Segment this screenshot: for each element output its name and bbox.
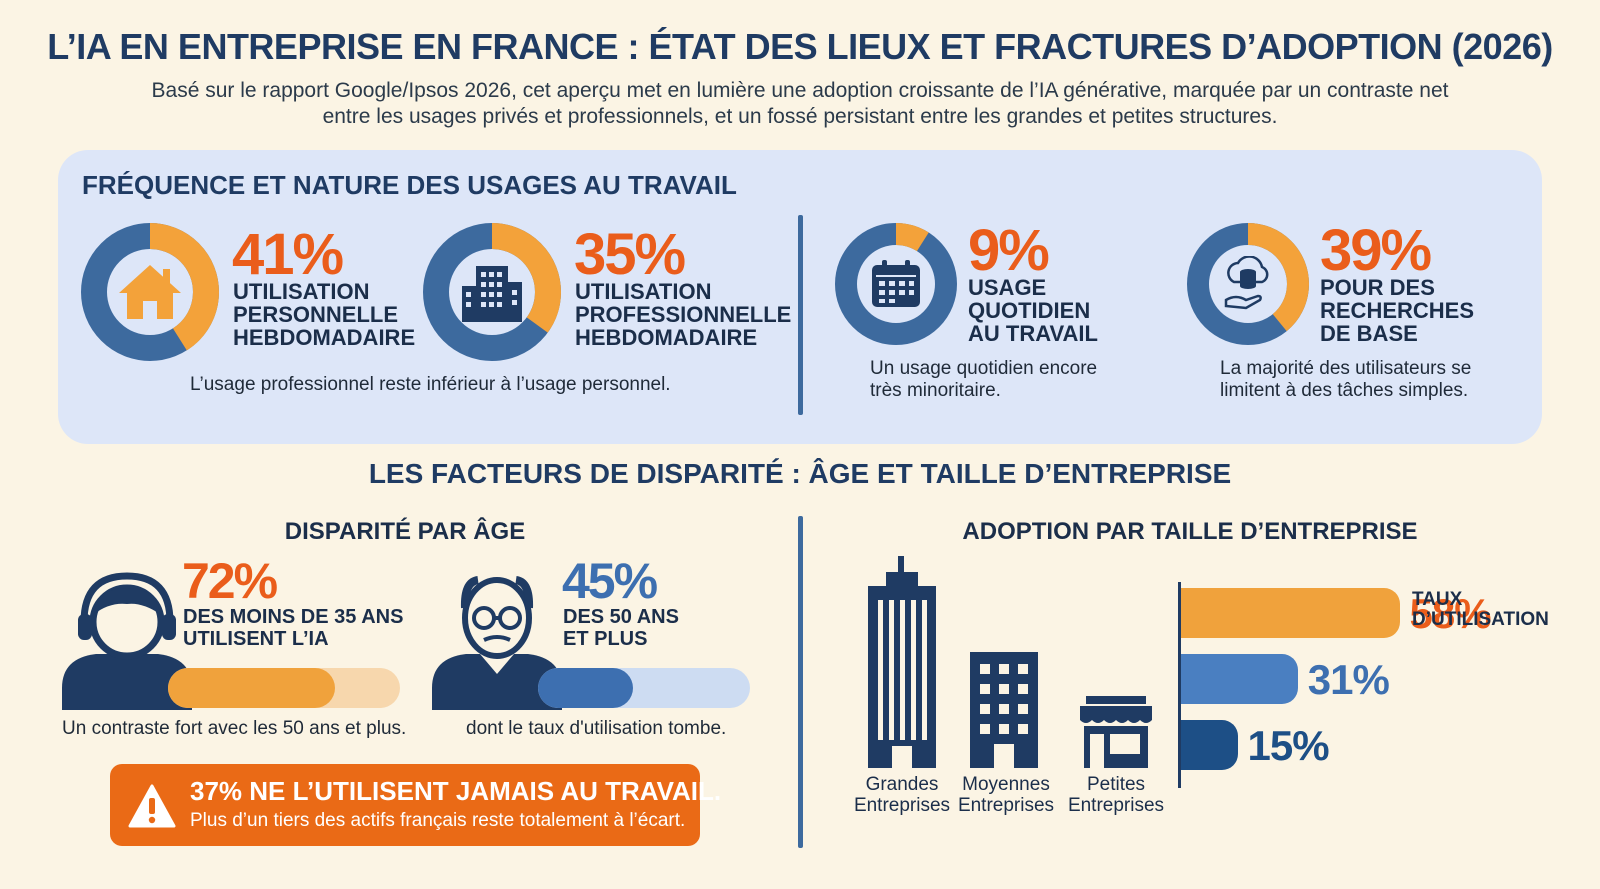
- cloud-database-icon: [1186, 222, 1310, 346]
- age-old-note: dont le taux d'utilisation tombe.: [466, 718, 727, 739]
- stat-personal-label-line: PERSONNELLE: [233, 302, 399, 327]
- stat-search-pct: 39%: [1320, 218, 1432, 283]
- warning-icon: [128, 784, 176, 833]
- age-young-label: DES MOINS DE 35 ANS UTILISENT L’IA: [183, 606, 403, 650]
- stat-professional-label: UTILISATION PROFESSIONNELLE HEBDOMADAIRE: [575, 280, 791, 349]
- note-daily-line: très minoritaire.: [870, 380, 1001, 401]
- never-use-alert: [110, 764, 700, 846]
- stat-personal-label-line: HEBDOMADAIRE: [233, 325, 416, 350]
- usage-divider: [798, 215, 803, 415]
- building-label-large: Grandes Entreprises: [846, 774, 958, 816]
- age-disparity-title: DISPARITÉ PAR ÂGE: [284, 518, 526, 545]
- company-bar-medium: [1181, 654, 1298, 704]
- note-search-line: limitent à des tâches simples.: [1220, 380, 1469, 401]
- donut-professional: [422, 222, 562, 362]
- usage-section-title: FRÉQUENCE ET NATURE DES USAGES AU TRAVAI…: [82, 170, 737, 200]
- note-search: La majorité des utilisateurs se limitent…: [1220, 358, 1471, 402]
- mid-building-icon: [966, 652, 1042, 775]
- company-unit-label: TAUX D’UTILISATION: [1412, 590, 1549, 630]
- company-unit-label-line: TAUX: [1412, 589, 1463, 610]
- older-person-glasses-icon: [432, 562, 562, 715]
- age-young-bar-fill: [168, 668, 336, 708]
- stat-daily-label-line: USAGE: [968, 275, 1047, 300]
- disparity-section-title: LES FACTEURS DE DISPARITÉ : ÂGE ET TAILL…: [368, 458, 1232, 489]
- age-old-pct: 45%: [562, 553, 658, 609]
- building-label-small: Petites Entreprises: [1060, 774, 1172, 816]
- page-subtitle: Basé sur le rapport Google/Ipsos 2026, c…: [100, 78, 1500, 130]
- skyscraper-icon: [864, 556, 940, 775]
- shop-icon: [1078, 696, 1154, 775]
- donut-search: [1186, 222, 1310, 346]
- home-icon: [80, 222, 220, 362]
- page-title: L’IA EN ENTREPRISE EN FRANCE : ÉTAT DES …: [47, 26, 1553, 67]
- building-label-line: Petites: [1086, 774, 1146, 795]
- building-label-line: Entreprises: [1067, 795, 1165, 816]
- building-label-line: Entreprises: [853, 795, 951, 816]
- company-bar-small-pct: 15%: [1247, 722, 1330, 769]
- subtitle-line-1: Basé sur le rapport Google/Ipsos 2026, c…: [151, 79, 1449, 102]
- stat-professional-label-line: PROFESSIONNELLE: [575, 302, 792, 327]
- company-unit-label-line: D’UTILISATION: [1412, 609, 1549, 630]
- stat-search-label-line: POUR DES: [1320, 275, 1435, 300]
- company-bar-large: [1181, 588, 1400, 638]
- subtitle-line-2: entre les usages privés et professionnel…: [322, 105, 1278, 128]
- age-young-pct: 72%: [182, 553, 278, 609]
- note-usage-compare: L’usage professionnel reste inférieur à …: [190, 374, 671, 395]
- disparity-divider: [798, 516, 803, 848]
- calendar-icon: [834, 222, 958, 346]
- age-young-label-line: UTILISENT L’IA: [183, 628, 329, 650]
- stat-personal-label-line: UTILISATION: [233, 279, 370, 304]
- stat-search-label: POUR DES RECHERCHES DE BASE: [1320, 276, 1474, 345]
- company-bars-axis: [1178, 582, 1181, 788]
- stat-personal-pct: 41%: [232, 222, 344, 287]
- building-label-line: Entreprises: [957, 795, 1055, 816]
- company-size-title: ADOPTION PAR TAILLE D’ENTREPRISE: [962, 518, 1418, 545]
- note-daily-line: Un usage quotidien encore: [870, 358, 1098, 379]
- donut-arc-personal: [81, 223, 219, 361]
- age-old-label-line: DES 50 ANS: [563, 606, 679, 628]
- building-label-line: Moyennes: [962, 774, 1050, 795]
- donut-arc-daily: [835, 223, 957, 345]
- donut-arc-professional: [423, 223, 561, 361]
- stat-daily-label: USAGE QUOTIDIEN AU TRAVAIL: [968, 276, 1098, 345]
- donut-personal: [80, 222, 220, 362]
- stat-daily-pct: 9%: [968, 218, 1050, 283]
- donut-daily: [834, 222, 958, 346]
- stat-personal-label: UTILISATION PERSONNELLE HEBDOMADAIRE: [233, 280, 415, 349]
- stat-search-label-line: DE BASE: [1320, 321, 1418, 346]
- young-person-headphones-icon: [62, 562, 192, 715]
- company-bar-small: [1181, 720, 1238, 770]
- stat-search-label-line: RECHERCHES: [1320, 298, 1475, 323]
- company-bar-large-pct: 58%: [1409, 590, 1492, 637]
- donut-professional-chart: [423, 223, 561, 361]
- stat-professional-label-line: UTILISATION: [575, 279, 712, 304]
- note-daily: Un usage quotidien encore très minoritai…: [870, 358, 1097, 402]
- stat-professional-pct: 35%: [574, 222, 686, 287]
- donut-daily-chart: [835, 223, 957, 345]
- age-old-label-line: ET PLUS: [563, 628, 648, 650]
- alert-title: 37% NE L’UTILISENT JAMAIS AU TRAVAIL.: [190, 776, 722, 806]
- age-old-label: DES 50 ANS ET PLUS: [563, 606, 679, 650]
- office-building-icon: [422, 222, 562, 362]
- stat-daily-label-line: AU TRAVAIL: [968, 321, 1098, 346]
- donut-personal-chart: [81, 223, 219, 361]
- building-label-line: Grandes: [865, 774, 939, 795]
- stat-professional-label-line: HEBDOMADAIRE: [575, 325, 758, 350]
- donut-search-chart: [1187, 223, 1309, 345]
- company-bar-medium-pct: 31%: [1307, 656, 1390, 703]
- age-old-bar-fill: [538, 668, 634, 708]
- stat-daily-label-line: QUOTIDIEN: [968, 298, 1091, 323]
- age-young-note: Un contraste fort avec les 50 ans et plu…: [62, 718, 407, 739]
- building-label-medium: Moyennes Entreprises: [950, 774, 1062, 816]
- alert-subtitle: Plus d’un tiers des actifs français rest…: [190, 810, 686, 831]
- donut-arc-search: [1187, 223, 1309, 345]
- age-young-label-line: DES MOINS DE 35 ANS: [183, 606, 404, 628]
- note-search-line: La majorité des utilisateurs se: [1220, 358, 1472, 379]
